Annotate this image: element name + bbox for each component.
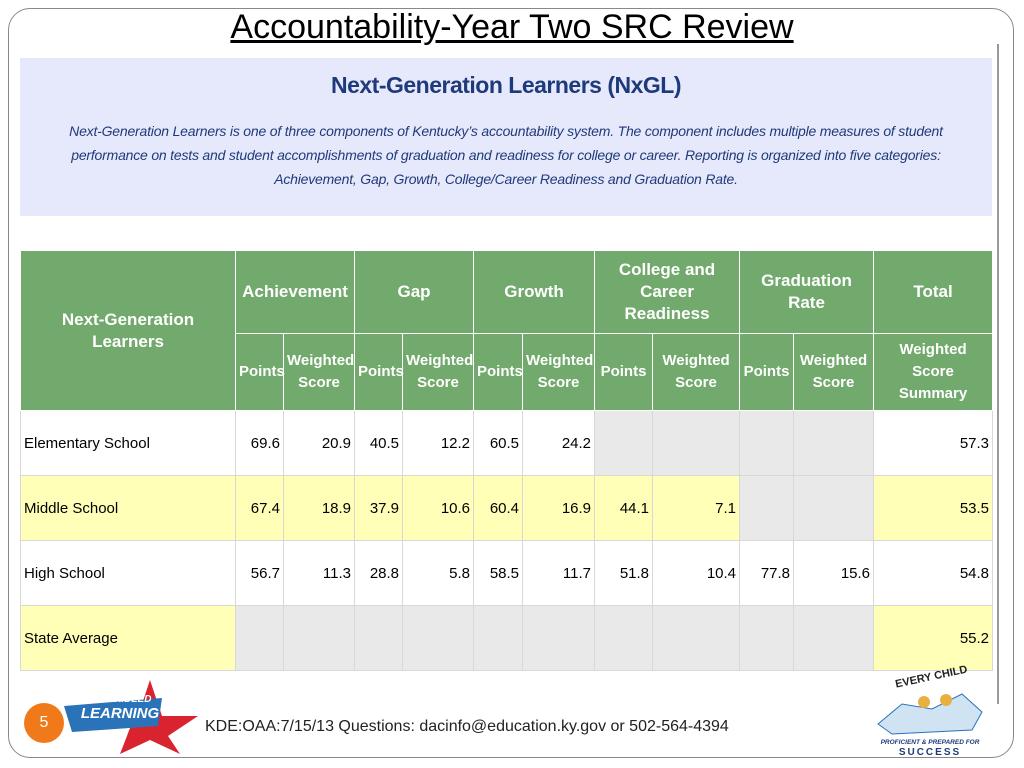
logo-swoosh [64,698,162,732]
logo-figure [918,696,930,708]
empty-cell [594,605,654,671]
subheader: Weighted Score Summary [873,333,994,411]
table-cell: 10.6 [402,475,475,541]
subheader: Weighted Score [282,333,356,411]
empty-cell [522,605,596,671]
table-cell: 58.5 [473,540,524,606]
table-row: Middle School 67.4 18.9 37.9 10.6 60.4 16.9 44.… [20,475,994,541]
corner-header: Next-Generation Learners [20,250,236,411]
table-cell: 11.7 [522,540,596,606]
group-header: Total [873,250,994,334]
subheader: Points [739,333,795,411]
empty-cell [402,605,475,671]
table-row: High School 56.7 11.3 28.8 5.8 58.5 11.7 51.8 10… [20,540,994,606]
table-row: Elementary School 69.6 20.9 40.5 12.2 60.5 24.… [20,410,994,476]
divider [997,44,999,704]
table-cell: 69.6 [235,410,284,476]
logo-text: UNBRIDLED [93,694,152,705]
slide-title: Accountability-Year Two SRC Review [230,8,794,46]
header-row: Next-Generation Learners Achievement Gap Gr… [20,250,994,411]
table-cell: 55.2 [873,605,994,671]
empty-cell [594,410,654,476]
empty-cell [793,475,875,541]
table-cell: 12.2 [402,410,475,476]
logo-figure [940,694,952,706]
group-header: Growth [473,250,596,334]
group-header: Graduation Rate [739,250,875,334]
subheader: Weighted Score [793,333,875,411]
table-cell: 67.4 [235,475,284,541]
table-cell: 20.9 [282,410,356,476]
table-cell: 77.8 [739,540,795,606]
subheader: Weighted Score [402,333,475,411]
slide-frame [8,8,1014,758]
table-cell: 28.8 [354,540,404,606]
table-cell: 60.5 [473,410,524,476]
empty-cell [282,605,356,671]
table-cell: 5.8 [402,540,475,606]
subheader: Weighted Score [522,333,596,411]
logo-map [877,693,983,735]
logo-text: PROFICIENT & PREPARED FOR [881,739,980,746]
table-cell: 10.4 [652,540,741,606]
table-cell: 16.9 [522,475,596,541]
table-cell: 24.2 [522,410,596,476]
row-label: State Average [20,605,236,671]
table-cell: 56.7 [235,540,284,606]
info-panel: Next-Generation Learners (NxGL) Next-Gen… [20,58,992,216]
empty-cell [235,605,284,671]
subheader: Weighted Score [652,333,741,411]
row-label: Middle School [20,475,236,541]
group-header: Achievement [234,250,356,334]
empty-cell [739,605,795,671]
group-header: Gap [354,250,475,334]
subheader: Points [235,333,285,411]
table-cell: 40.5 [354,410,404,476]
subheader-row: Points Weighted Score Points Weighted Score… [21,333,994,411]
empty-cell [652,605,741,671]
footer-text: KDE:OAA:7/15/13 Questions: dacinfo@educa… [205,718,729,735]
logo-left: UNBRIDLED LEARNING [64,680,198,754]
logo-text: SUCCESS [899,747,961,758]
empty-cell [354,605,404,671]
empty-cell [652,410,741,476]
score-table: Next-Generation Learners Achievement Gap Gr… [20,250,994,671]
table-cell: 60.4 [473,475,524,541]
logo-text: LEARNING [81,705,160,722]
logo-text: EVERY CHILD [894,664,968,691]
table-cell: 53.5 [873,475,994,541]
table-cell: 44.1 [594,475,654,541]
table-cell: 11.3 [282,540,356,606]
row-label: Elementary School [20,410,236,476]
empty-cell [793,410,875,476]
empty-cell [739,410,795,476]
page-number: 5 [24,703,64,743]
table-cell: 7.1 [652,475,741,541]
panel-heading: Next-Generation Learners (NxGL) [330,72,682,98]
empty-cell [473,605,524,671]
subheader: Points [354,333,404,411]
panel-text: Next-Generation Learners is one of three… [69,123,943,187]
subheader: Points [594,333,654,411]
table-cell: 37.9 [354,475,404,541]
empty-cell [739,475,795,541]
table-row: State Average 55.2 [20,605,994,671]
table-cell: 54.8 [873,540,994,606]
table-cell: 15.6 [793,540,875,606]
subheader: Points [473,333,524,411]
row-label: High School [20,540,236,606]
table-cell: 57.3 [873,410,994,476]
table-cell: 18.9 [282,475,356,541]
logo-right: EVERY CHILD PROFICIENT & PREPARED FOR SU… [877,664,983,758]
empty-cell [793,605,875,671]
group-header: College and Career Readiness [594,250,741,334]
table-cell: 51.8 [594,540,654,606]
